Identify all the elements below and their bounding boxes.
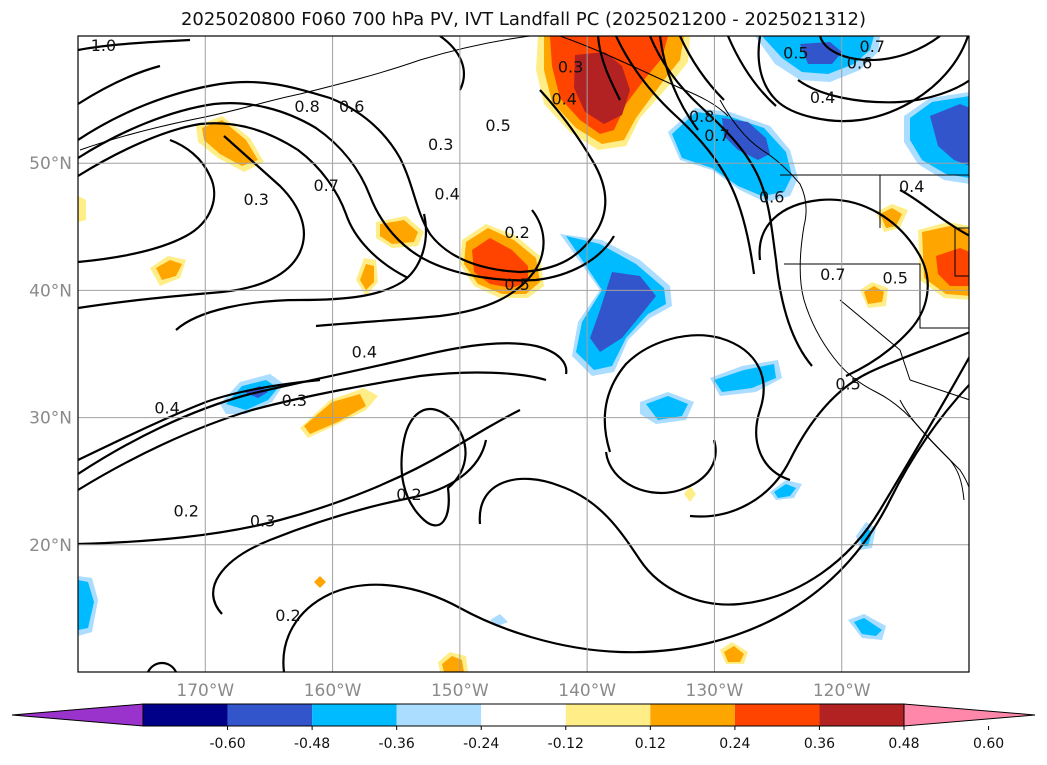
colorbar-tick-label: 0.48 xyxy=(888,736,919,752)
lat-tick-label: 30°N xyxy=(29,409,72,429)
ivt-shading xyxy=(78,36,969,672)
contour-label: 0.3 xyxy=(250,512,275,531)
contour-label: 0.4 xyxy=(552,89,577,108)
colorbar-tick-label: -0.12 xyxy=(548,736,584,752)
contour-label: 0.5 xyxy=(882,269,907,288)
latitude-tick-labels: 50°N 40°N 30°N 20°N xyxy=(29,154,72,556)
contour-label: 0.4 xyxy=(434,185,459,204)
lat-tick-label: 50°N xyxy=(29,154,72,174)
contour-label: 0.8 xyxy=(294,97,319,116)
contour-label: 0.2 xyxy=(173,501,198,520)
figure-title: 2025020800 F060 700 hPa PV, IVT Landfall… xyxy=(180,9,867,30)
map-frame xyxy=(77,35,970,673)
contour-label: 1.0 xyxy=(91,36,116,55)
contour-label: 0.4 xyxy=(352,342,377,361)
contour-label: 0.6 xyxy=(847,54,872,73)
colorbar-tick-label: 0.24 xyxy=(719,736,750,752)
colorbar-tick-label: 0.12 xyxy=(635,736,666,752)
lon-tick-label: 120°W xyxy=(813,681,871,701)
map-panel: 1.00.8 0.60.70.30.50.30.40.20.50.40.30.40… xyxy=(78,36,969,672)
pv-contour-labels: 1.00.8 0.60.70.30.50.30.40.20.50.40.30.40… xyxy=(91,36,925,625)
contour-label: 0.4 xyxy=(810,88,835,107)
colorbar-frame xyxy=(142,703,905,727)
contour-label: 0.7 xyxy=(313,176,338,195)
contour-label: 0.3 xyxy=(243,190,268,209)
colorbar-segment xyxy=(565,704,651,726)
longitude-tick-labels: 170°W 160°W 150°W 140°W 130°W 120°W xyxy=(176,681,870,701)
contour-label: 0.6 xyxy=(339,97,364,116)
contour-label: 0.3 xyxy=(428,135,453,154)
contour-label: 0.4 xyxy=(154,398,179,417)
colorbar-tick-label: -0.60 xyxy=(209,736,245,752)
contour-label: 0.5 xyxy=(835,374,860,393)
map-gridlines xyxy=(78,36,969,672)
contour-label: 0.4 xyxy=(899,177,924,196)
colorbar-tick-label: -0.36 xyxy=(379,736,415,752)
contour-label: 0.7 xyxy=(820,265,845,284)
colorbar-tick-label: -0.24 xyxy=(463,736,499,752)
lon-tick-label: 150°W xyxy=(431,681,489,701)
lon-tick-label: 140°W xyxy=(558,681,616,701)
lon-tick-label: 170°W xyxy=(176,681,234,701)
colorbar-segment xyxy=(481,704,566,726)
contour-label: 0.8 xyxy=(689,107,714,126)
colorbar-segment xyxy=(734,704,820,726)
colorbar-segment xyxy=(143,704,228,726)
contour-label: 0.3 xyxy=(558,58,583,77)
contour-label: 0.6 xyxy=(759,187,784,206)
colorbar-segment xyxy=(396,704,482,726)
contour-label: 0.5 xyxy=(783,44,808,63)
lat-tick-label: 20°N xyxy=(29,536,72,556)
colorbar-segment xyxy=(227,704,313,726)
lat-tick-label: 40°N xyxy=(29,281,72,301)
lon-tick-label: 130°W xyxy=(686,681,744,701)
colorbar-tick-label: 0.60 xyxy=(973,736,1004,752)
contour-label: 0.7 xyxy=(860,37,885,56)
colorbar-segment xyxy=(650,704,735,726)
coastlines xyxy=(79,36,969,501)
lon-tick-label: 160°W xyxy=(304,681,362,701)
contour-label: 0.5 xyxy=(504,275,529,294)
colorbar-tick-label: -0.48 xyxy=(294,736,330,752)
contour-label: 0.7 xyxy=(704,126,729,145)
colorbar-segment xyxy=(819,704,904,726)
colorbar: -0.60 -0.48 -0.36 -0.24 -0.12 0.12 0.24 0.36 0.4… xyxy=(11,703,1036,752)
colorbar-extend-min xyxy=(11,703,144,727)
colorbar-extend-max xyxy=(903,703,1036,727)
contour-label: 0.2 xyxy=(504,223,529,242)
colorbar-tick-label: 0.36 xyxy=(804,736,835,752)
contour-label: 0.2 xyxy=(396,485,421,504)
pv-contours xyxy=(78,36,969,672)
colorbar-segment xyxy=(312,704,397,726)
contour-label: 0.5 xyxy=(485,116,510,135)
contour-label: 0.2 xyxy=(275,606,300,625)
contour-label: 0.3 xyxy=(282,391,307,410)
